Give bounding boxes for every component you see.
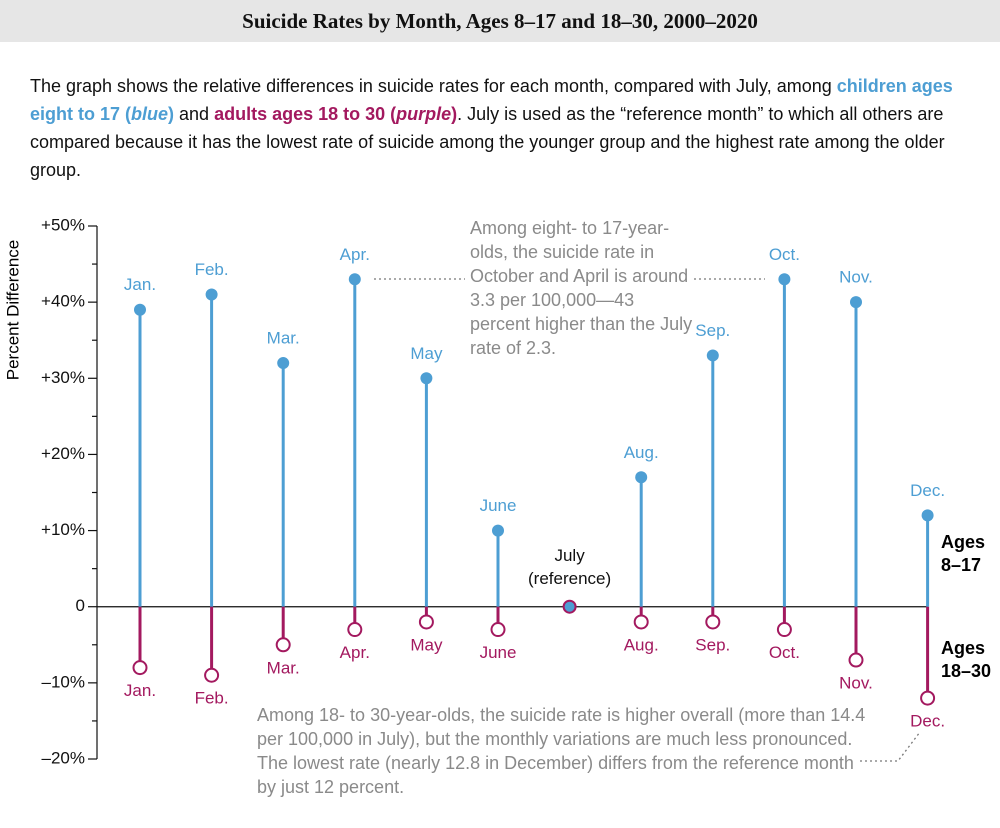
dot — [348, 273, 361, 286]
dot — [562, 599, 577, 614]
text: and — [174, 104, 215, 124]
y-tick-label: +10% — [41, 520, 85, 539]
category-label: Nov. — [839, 673, 873, 692]
series-label: Ages 18–30 — [941, 638, 992, 681]
dot — [420, 372, 433, 385]
text: ) — [168, 104, 175, 124]
dot — [921, 509, 934, 522]
category-label: Aug. — [624, 635, 659, 654]
text: The graph shows the relative differences… — [30, 76, 837, 96]
y-tick-label: +40% — [41, 292, 85, 311]
category-label: Nov. — [839, 268, 873, 287]
series-label: Ages 8–17 — [941, 532, 986, 575]
y-tick-label: +50% — [41, 215, 85, 234]
text: . July is used as the “reference month” … — [30, 104, 945, 180]
dot — [920, 690, 936, 706]
category-label: Apr. — [340, 643, 370, 662]
annotation: Among eight- to 17-year-olds, the suicid… — [470, 218, 693, 358]
dot — [850, 296, 862, 309]
text: children ages eight to 17 ( — [30, 76, 953, 124]
category-label: Jan. — [124, 681, 156, 700]
category-label: May — [410, 344, 443, 363]
text: blue — [131, 104, 169, 124]
dot — [204, 667, 220, 683]
category-label: Oct. — [769, 643, 800, 662]
dot — [418, 614, 434, 630]
dot — [633, 614, 649, 630]
dot — [347, 622, 363, 638]
description: The graph shows the relative differences… — [30, 72, 960, 184]
y-tick-label: –10% — [42, 672, 85, 691]
category-label: June — [480, 496, 517, 515]
dot — [635, 471, 648, 484]
y-tick-label: –20% — [42, 748, 85, 767]
y-axis-label: Percent Difference — [3, 240, 22, 380]
text: purple — [396, 104, 452, 124]
category-label: May — [410, 635, 443, 654]
category-label: June — [480, 643, 517, 662]
dot — [705, 614, 721, 630]
annotation: Among 18- to 30-year-olds, the suicide r… — [257, 705, 866, 797]
y-tick-label: +20% — [41, 444, 85, 463]
reference-label: (reference) — [528, 569, 611, 588]
dot — [706, 349, 719, 362]
y-tick-label: +30% — [41, 368, 85, 387]
category-label: Dec. — [910, 481, 945, 500]
category-label: Mar. — [267, 329, 300, 348]
category-label: Feb. — [195, 689, 229, 708]
category-label: Oct. — [769, 245, 800, 264]
dot — [778, 273, 791, 286]
leader-lines — [374, 278, 921, 762]
dot — [132, 660, 148, 676]
category-label: July — [554, 546, 585, 565]
category-label: Mar. — [267, 658, 300, 677]
dot — [205, 288, 218, 301]
dot — [490, 622, 506, 638]
category-label: Feb. — [195, 260, 229, 279]
y-tick-label: 0 — [76, 596, 85, 615]
dot — [848, 652, 864, 668]
category-label: Apr. — [340, 245, 370, 264]
dot — [776, 622, 792, 638]
category-label: Sep. — [695, 635, 730, 654]
category-label: Aug. — [624, 443, 659, 462]
chart-title: Suicide Rates by Month, Ages 8–17 and 18… — [0, 0, 1000, 42]
category-label: Jan. — [124, 275, 156, 294]
text: children ages eight to 17 (blue) — [30, 76, 953, 124]
dot — [277, 357, 290, 370]
dot — [492, 524, 504, 537]
text: adults ages 18 to 30 ( — [214, 104, 397, 124]
dot — [275, 637, 291, 653]
category-label: Sep. — [695, 321, 730, 340]
text: adults ages 18 to 30 (purple) — [214, 104, 457, 124]
category-label: Dec. — [910, 712, 945, 731]
text: ) — [451, 104, 458, 124]
dot — [134, 303, 146, 316]
